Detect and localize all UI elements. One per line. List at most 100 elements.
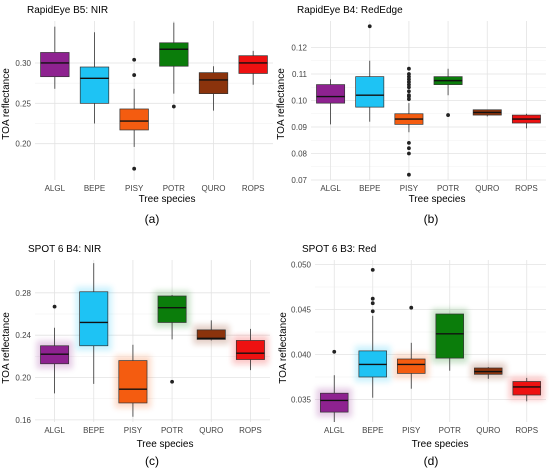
box-potr (431, 309, 468, 371)
y-tick-label: 0.20 (15, 140, 31, 149)
outlier-point (132, 57, 137, 62)
y-tick-label: 0.045 (291, 306, 312, 315)
box-quro (198, 66, 229, 111)
x-tick-label: BEPE (362, 426, 383, 435)
box-potr (159, 22, 189, 109)
x-tick-label: PISY (125, 184, 144, 193)
panel-d: SPOT 6 B3: Red 0.035 0.040 0.045 0.050 ALGL B… (278, 244, 546, 468)
x-tick-label: ALGL (45, 184, 66, 193)
outlier-point (407, 80, 411, 84)
outlier-point (407, 89, 411, 94)
box-body (316, 84, 346, 104)
y-tick-label: 0.16 (15, 416, 31, 425)
outlier-point (170, 379, 174, 384)
box-rops (511, 113, 541, 129)
x-tick-label: POTR (161, 426, 183, 435)
outlier-point (171, 104, 176, 109)
box-bepe (355, 24, 385, 122)
box-algl (316, 79, 346, 125)
box-body (118, 360, 148, 404)
y-tick-label: 0.20 (15, 374, 31, 383)
box-body (320, 392, 349, 413)
box-rops (232, 328, 269, 371)
box-body (397, 358, 426, 374)
box-body (79, 291, 109, 347)
box-algl (316, 349, 353, 422)
x-tick-label: ROPS (242, 184, 265, 193)
outlier-point (407, 82, 411, 87)
x-tick-label: POTR (439, 426, 461, 435)
box-pisy (393, 305, 430, 389)
y-tick-label: 0.30 (15, 59, 31, 68)
x-tick-label: BEPE (83, 426, 104, 435)
outlier-point (370, 268, 375, 272)
box-bepe (79, 32, 110, 124)
outlier-point (407, 97, 411, 102)
box-body (196, 329, 226, 340)
x-tick-label: PISY (124, 426, 143, 435)
x-tick-label: QURO (199, 426, 223, 435)
box-quro (470, 363, 507, 380)
x-tick-label: ALGL (44, 426, 65, 435)
outlier-point (370, 301, 375, 306)
y-axis-label: TOA reflectance (1, 68, 12, 140)
box-body (512, 381, 541, 396)
x-tick-label: POTR (163, 184, 185, 193)
y-tick-label: 0.08 (291, 150, 307, 159)
box-quro (193, 320, 230, 345)
outlier-point (132, 166, 137, 171)
x-tick-label: QURO (476, 426, 500, 435)
box-pisy (114, 344, 152, 417)
plot-area: 0.20 0.25 0.30 ALGL BEPE PISY POTR QURO ROPS (15, 21, 273, 193)
box-potr (153, 291, 191, 384)
y-axis-label: TOA reflectance (1, 312, 12, 384)
y-tick-label: 0.25 (15, 99, 31, 108)
outlier-point (409, 305, 414, 310)
outlier-point (407, 74, 411, 79)
panel-title: SPOT 6 B3: Red (302, 244, 376, 255)
box-body (79, 66, 110, 104)
x-tick-label: ROPS (515, 426, 538, 435)
box-algl (40, 26, 70, 89)
box-pisy (119, 57, 149, 171)
outlier-point (407, 66, 411, 71)
y-tick-label: 0.050 (291, 261, 312, 270)
y-tick-label: 0.24 (15, 331, 31, 340)
x-tick-label: ALGL (324, 426, 345, 435)
outlier-point (407, 85, 411, 90)
outlier-point (407, 151, 411, 156)
box-body (119, 108, 149, 131)
x-axis-label: Tree species (139, 194, 196, 205)
panel-title: RapidEye B5: NIR (27, 5, 108, 16)
plot-area: 0.16 0.20 0.24 0.28 ALGL BEPE PISY POTR QURO ROPS (15, 260, 270, 435)
outlier-point (407, 172, 411, 177)
box-body (198, 72, 229, 94)
outlier-point (407, 146, 411, 151)
x-tick-label: PISY (402, 426, 421, 435)
panel-caption: (a) (145, 212, 160, 226)
x-tick-label: ROPS (515, 184, 538, 193)
y-tick-label: 0.10 (291, 97, 307, 106)
panel-title: RapidEye B4: RedEdge (297, 5, 403, 16)
outlier-point (332, 349, 337, 354)
y-tick-label: 0.28 (15, 289, 31, 298)
x-tick-label: BEPE (84, 184, 105, 193)
box-algl (36, 304, 73, 394)
panel-c: SPOT 6 B4: NIR 0.16 0.20 0.24 0.28 ALGL BEPE P… (1, 244, 270, 468)
box-pisy (394, 66, 424, 177)
y-tick-label: 0.035 (291, 396, 312, 405)
x-tick-label: PISY (400, 184, 419, 193)
outlier-point (407, 77, 411, 82)
box-rops (508, 376, 545, 402)
box-body (159, 42, 189, 67)
y-tick-label: 0.09 (291, 123, 307, 132)
x-tick-label: QURO (202, 184, 226, 193)
panel-background (35, 260, 270, 422)
outlier-point (446, 113, 450, 117)
box-bepe (354, 268, 391, 398)
box-body (157, 295, 187, 323)
box-quro (472, 109, 502, 117)
panel-caption: (d) (424, 454, 439, 468)
box-body (40, 52, 70, 78)
